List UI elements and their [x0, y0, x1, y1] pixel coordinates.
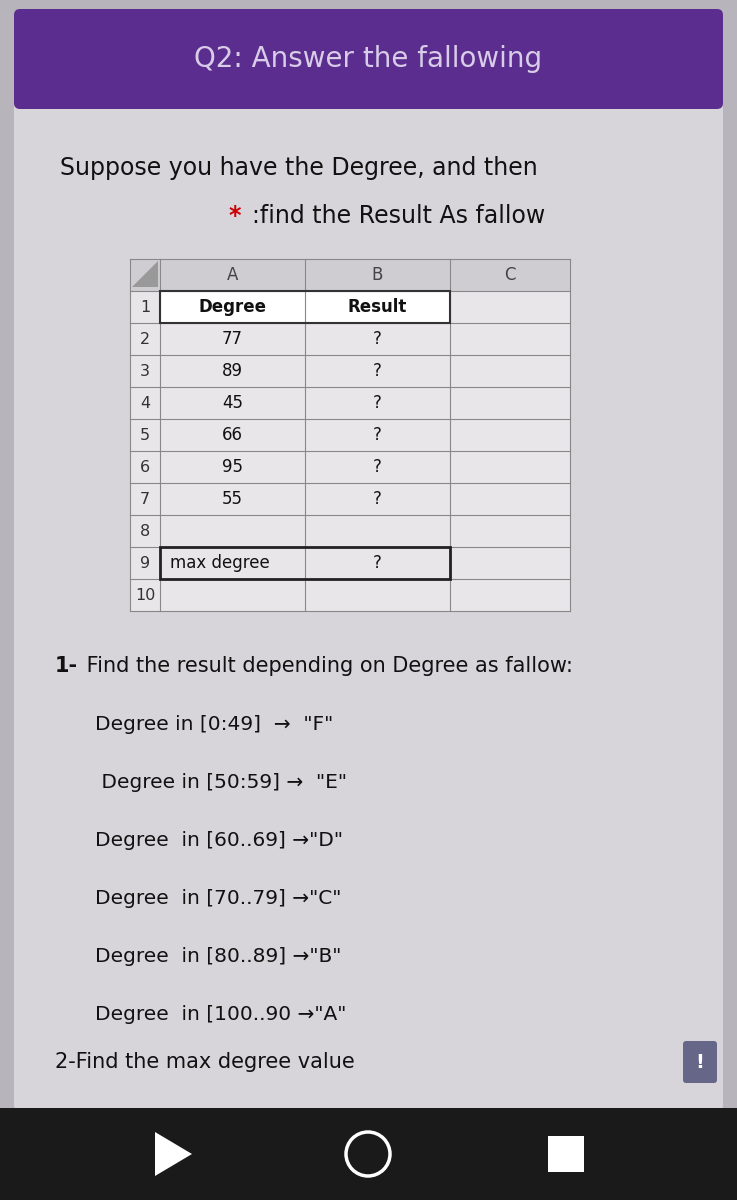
Text: 8: 8: [140, 523, 150, 539]
Text: 55: 55: [222, 490, 243, 508]
Text: 10: 10: [135, 588, 156, 602]
Text: !: !: [696, 1052, 705, 1072]
Text: Degree  in [60..69] →"D": Degree in [60..69] →"D": [95, 830, 343, 850]
Bar: [160, 547, 450, 578]
Text: 89: 89: [222, 362, 243, 380]
Text: 66: 66: [222, 426, 243, 444]
Bar: [548, 1136, 584, 1172]
Text: Degree  in [70..79] →"C": Degree in [70..79] →"C": [95, 888, 341, 907]
Text: 7: 7: [140, 492, 150, 506]
Text: ?: ?: [373, 426, 382, 444]
Text: max degree: max degree: [170, 554, 270, 572]
Text: Result: Result: [348, 298, 407, 316]
Text: ?: ?: [373, 458, 382, 476]
Text: Degree in [0:49]  →  "F": Degree in [0:49] → "F": [95, 714, 333, 733]
Text: 6: 6: [140, 460, 150, 474]
Text: Degree  in [80..89] →"B": Degree in [80..89] →"B": [95, 947, 341, 966]
Text: *: *: [229, 204, 250, 228]
Text: 4: 4: [140, 396, 150, 410]
Text: 95: 95: [222, 458, 243, 476]
Text: 9: 9: [140, 556, 150, 570]
Text: Q2: Answer the fallowing: Q2: Answer the fallowing: [195, 44, 542, 73]
Text: ?: ?: [373, 362, 382, 380]
Text: 2-Find the max degree value: 2-Find the max degree value: [55, 1052, 354, 1072]
Text: 1: 1: [140, 300, 150, 314]
FancyBboxPatch shape: [14, 102, 723, 1111]
FancyBboxPatch shape: [683, 1040, 717, 1082]
Text: :find the Result As fallow: :find the Result As fallow: [252, 204, 545, 228]
Bar: [160, 290, 450, 323]
Text: 5: 5: [140, 427, 150, 443]
Bar: [130, 259, 570, 290]
Text: 2: 2: [140, 331, 150, 347]
Text: 1-: 1-: [55, 656, 78, 676]
Bar: [0, 1108, 737, 1200]
Text: ?: ?: [373, 554, 382, 572]
Text: Suppose you have the Degree, and then: Suppose you have the Degree, and then: [60, 156, 538, 180]
Text: 3: 3: [140, 364, 150, 378]
Text: ?: ?: [373, 394, 382, 412]
Text: A: A: [227, 266, 238, 284]
Polygon shape: [132, 260, 158, 287]
Text: C: C: [504, 266, 516, 284]
Bar: [130, 259, 570, 611]
Bar: [160, 290, 450, 323]
Text: B: B: [371, 266, 383, 284]
Text: ?: ?: [373, 490, 382, 508]
Text: Degree in [50:59] →  "E": Degree in [50:59] → "E": [95, 773, 347, 792]
Text: Degree  in [100..90 →"A": Degree in [100..90 →"A": [95, 1004, 346, 1024]
FancyBboxPatch shape: [14, 8, 723, 109]
Text: 45: 45: [222, 394, 243, 412]
Text: ?: ?: [373, 330, 382, 348]
Text: 77: 77: [222, 330, 243, 348]
Text: Find the result depending on Degree as fallow:: Find the result depending on Degree as f…: [80, 656, 573, 676]
Polygon shape: [155, 1132, 192, 1176]
Text: Degree: Degree: [198, 298, 267, 316]
